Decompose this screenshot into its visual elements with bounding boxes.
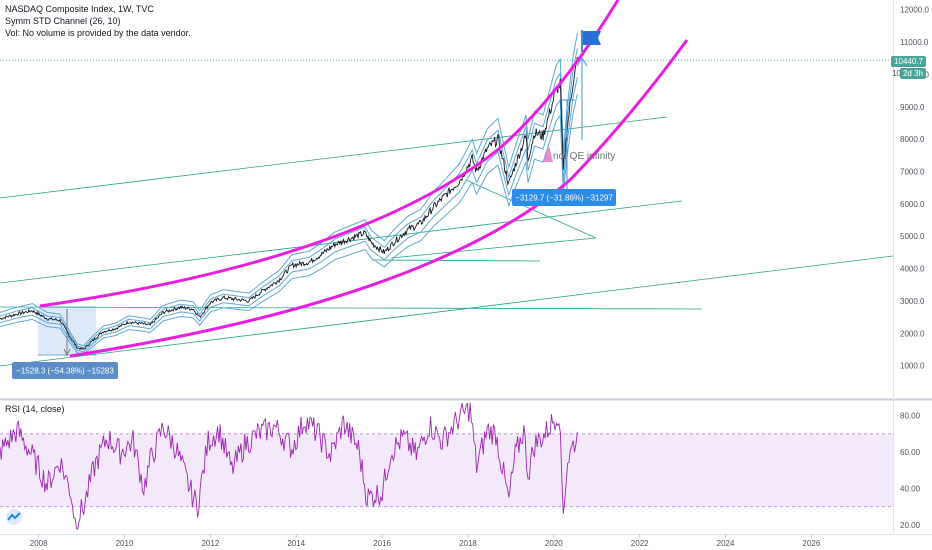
time-tick-label: 2014 (287, 539, 305, 548)
magenta-parabolic-lower-arc[interactable] (69, 39, 689, 358)
teal-wedge-line-2[interactable] (390, 237, 597, 259)
time-tick-label: 2024 (717, 539, 735, 548)
last-price-tag: 10440.7 (891, 56, 926, 67)
drawdown-2008-label: −1528.3 (−54.38%) −15283 (16, 367, 114, 376)
rsi-overbought-oversold-band (0, 433, 893, 507)
arrow-up-icon (576, 56, 588, 140)
legend-volume-note: Vol: No volume is provided by the data v… (5, 28, 191, 38)
rsi-tick-label: 80.00 (900, 412, 921, 421)
teal-trendline-3[interactable] (0, 255, 894, 367)
drawdown-2020-label: −3129.7 (−31.86%) −31297 (515, 194, 613, 203)
teal-trendline-1[interactable] (0, 116, 668, 199)
price-tick-label: 11000.0 (900, 38, 929, 47)
rsi-series-line[interactable] (0, 402, 578, 531)
price-tick-label: 3000.0 (900, 297, 925, 306)
time-tick-label: 2022 (631, 539, 649, 548)
channel-mid-upper-band (0, 48, 578, 349)
arrow-down-icon (63, 348, 71, 356)
partial-price-label: 10 (892, 69, 901, 78)
price-tick-label: 9000.0 (900, 103, 925, 112)
time-tick-label: 2020 (545, 539, 563, 548)
pink-marker-triangle (543, 146, 553, 162)
channel-lower-band (0, 76, 578, 353)
legend-rsi[interactable]: RSI (14, close) (5, 404, 65, 414)
time-tick-label: 2016 (373, 539, 391, 548)
magenta-parabolic-upper-arc[interactable] (39, 0, 620, 308)
time-tick-label: 2018 (459, 539, 477, 548)
legend-title[interactable]: NASDAQ Composite Index, 1W, TVC (5, 4, 154, 14)
price-pane[interactable] (0, 0, 893, 398)
price-tick-label: 7000.0 (900, 167, 925, 176)
price-series-line[interactable] (0, 56, 578, 351)
price-tick-label: 8000.0 (900, 135, 925, 144)
channel-upper-band (0, 33, 578, 347)
rsi-tick-label: 40.00 (900, 484, 921, 493)
time-tick-label: 2012 (201, 539, 219, 548)
channel-outer-lower-band (0, 93, 578, 355)
price-tick-label: 4000.0 (900, 265, 925, 274)
tradingview-logo-icon[interactable] (6, 509, 22, 525)
time-tick-label: 2026 (803, 539, 821, 548)
price-tick-label: 12000.0 (900, 6, 929, 15)
price-tick-label: 5000.0 (900, 232, 925, 241)
teal-horizontal-2016[interactable] (371, 259, 541, 262)
rsi-tick-label: 20.00 (900, 521, 921, 530)
teal-horizontal-support[interactable] (0, 306, 703, 310)
flag-icon[interactable] (581, 30, 601, 52)
bar-countdown-tag: 2d 3h (899, 68, 926, 79)
rsi-tick-label: 60.00 (900, 448, 921, 457)
price-tick-label: 1000.0 (900, 362, 925, 371)
price-tick-label: 2000.0 (900, 329, 925, 338)
legend-indicator[interactable]: Symm STD Channel (26, 10) (5, 16, 121, 26)
note-text: not QE infinity (553, 151, 615, 162)
time-tick-label: 2008 (30, 539, 48, 548)
price-tick-label: 6000.0 (900, 200, 925, 209)
drawdown-2008-label-box[interactable]: −1528.3 (−54.38%) −15283 (12, 362, 118, 379)
time-tick-label: 2010 (116, 539, 134, 548)
drawdown-2020-label-box[interactable]: −3129.7 (−31.86%) −31297 (512, 189, 616, 206)
